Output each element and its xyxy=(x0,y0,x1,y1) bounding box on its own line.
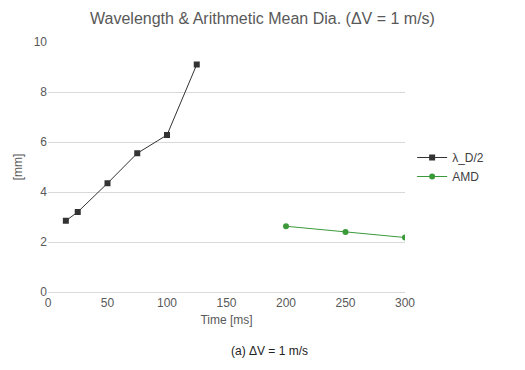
svg-text:[mm]: [mm] xyxy=(11,154,25,181)
svg-text:4: 4 xyxy=(40,185,47,199)
svg-text:Time [ms]: Time [ms] xyxy=(200,313,252,327)
svg-text:200: 200 xyxy=(276,296,296,310)
svg-text:10: 10 xyxy=(34,35,48,49)
svg-text:150: 150 xyxy=(216,296,236,310)
svg-text:0: 0 xyxy=(40,285,47,299)
svg-text:8: 8 xyxy=(40,85,47,99)
svg-text:50: 50 xyxy=(101,296,115,310)
svg-text:(a) ΔV = 1 m/s: (a) ΔV = 1 m/s xyxy=(231,344,308,358)
svg-text:λ_D/2: λ_D/2 xyxy=(452,151,484,165)
svg-text:300: 300 xyxy=(395,296,415,310)
svg-text:0: 0 xyxy=(45,296,52,310)
svg-text:2: 2 xyxy=(40,235,47,249)
svg-text:Wavelength & Arithmetic Mean D: Wavelength & Arithmetic Mean Dia. (ΔV = … xyxy=(90,10,435,27)
svg-text:250: 250 xyxy=(335,296,355,310)
svg-text:6: 6 xyxy=(40,135,47,149)
svg-text:AMD: AMD xyxy=(452,170,479,184)
svg-text:100: 100 xyxy=(157,296,177,310)
